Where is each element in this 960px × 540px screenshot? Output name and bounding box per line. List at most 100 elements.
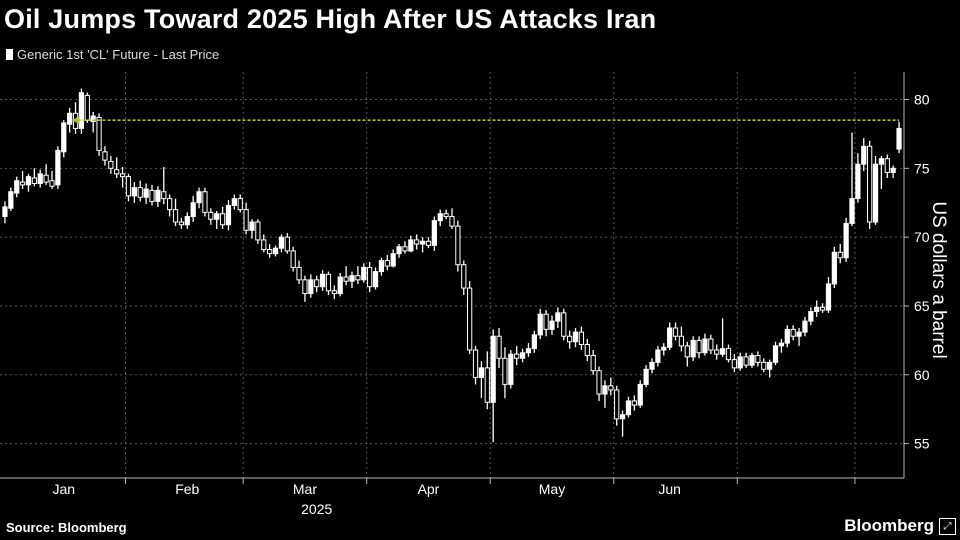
candle-body [314,279,320,288]
candle-body [896,127,902,150]
candle-body [261,239,267,251]
candle-body [590,355,596,372]
candle-body [878,158,885,165]
expand-icon[interactable]: ⤢ [939,518,956,535]
candle-body [349,275,355,282]
candle-body [367,266,373,288]
candle-body [325,273,332,292]
candle-body [231,198,237,206]
y-axis-label: US dollars a barrel [928,201,949,358]
candle-body [784,328,790,344]
candle-body [684,345,690,358]
candle-body [408,239,414,252]
candle-body [890,167,896,173]
y-tick-label: 55 [914,436,930,452]
candle-body [819,306,826,311]
x-tick-label: Mar [293,481,317,497]
candle-body [867,145,873,223]
candle-body [496,335,502,359]
candle-body [284,236,290,252]
legend-swatch [6,49,13,60]
candle-body [578,331,585,346]
candle-body [208,211,214,220]
candle-body [531,334,537,350]
x-tick-label: May [539,481,565,497]
candle-body [737,356,743,369]
candle-body [561,312,567,337]
candle-body [861,145,867,165]
candle-body [396,246,402,255]
candle-body [19,181,26,186]
candle-body [767,361,773,370]
y-tick-label: 60 [914,367,930,383]
candle-body [572,331,579,343]
candle-body [361,266,367,281]
candle-body [778,342,785,347]
candle-body [837,251,843,259]
candle-body [790,328,796,337]
candle-body [67,112,73,125]
candle-body [172,209,179,223]
candle-body [378,260,385,273]
candle-body [678,335,685,347]
candle-body [331,290,337,295]
x-axis-label: 2025 [301,501,332,517]
candle-body [290,250,296,268]
candle-body [643,368,649,385]
y-tick-label: 80 [914,92,930,108]
candle-body [243,209,249,231]
candle-body [567,335,573,343]
candle-body [461,264,467,289]
candle-body [555,312,561,322]
candle-body [831,251,837,285]
candle-body [78,92,85,129]
y-axis-label-wrap: US dollars a barrel [928,201,949,358]
candle-body [55,149,61,186]
candle-body [608,385,614,391]
candle-body [455,225,461,266]
candle-body [772,345,779,363]
candle-body [443,213,449,218]
x-tick-label: Jun [658,481,681,497]
candle-body [872,163,879,223]
candle-body [708,338,714,351]
candle-body [8,191,14,209]
candle-body [184,216,190,226]
candle-body [796,331,802,337]
candle-body [202,191,208,213]
candle-body [484,367,490,403]
candle-body [672,327,679,337]
candle-body [225,204,232,226]
candle-body [125,176,132,197]
candle-body [661,346,667,351]
candle-body [525,348,532,354]
candle-body [214,213,220,220]
grid-lines [0,72,904,478]
candle-body [884,158,890,173]
candle-body [414,239,420,245]
candle-body [31,177,37,184]
candle-body [825,283,832,311]
candle-body [431,220,437,246]
candle-body [602,385,608,395]
candle-body [267,249,273,255]
candle-body [249,221,255,231]
candle-body [761,361,767,370]
candle-body [219,213,226,226]
candle-body [43,174,49,183]
candles [2,88,902,443]
candle-body [372,271,379,288]
candle-body [749,355,755,366]
x-tick-label: Apr [418,481,440,497]
candle-body [702,338,708,354]
source-note: Source: Bloomberg [6,520,127,535]
candle-body [584,344,590,357]
candle-body [102,151,108,161]
x-tick-label: Feb [175,481,199,497]
candle-body [402,246,408,252]
candle-body [302,279,308,295]
reference-line [71,116,900,125]
candle-body [37,173,43,184]
chart-title: Oil Jumps Toward 2025 High After US Atta… [4,4,657,34]
candle-body [808,310,814,322]
